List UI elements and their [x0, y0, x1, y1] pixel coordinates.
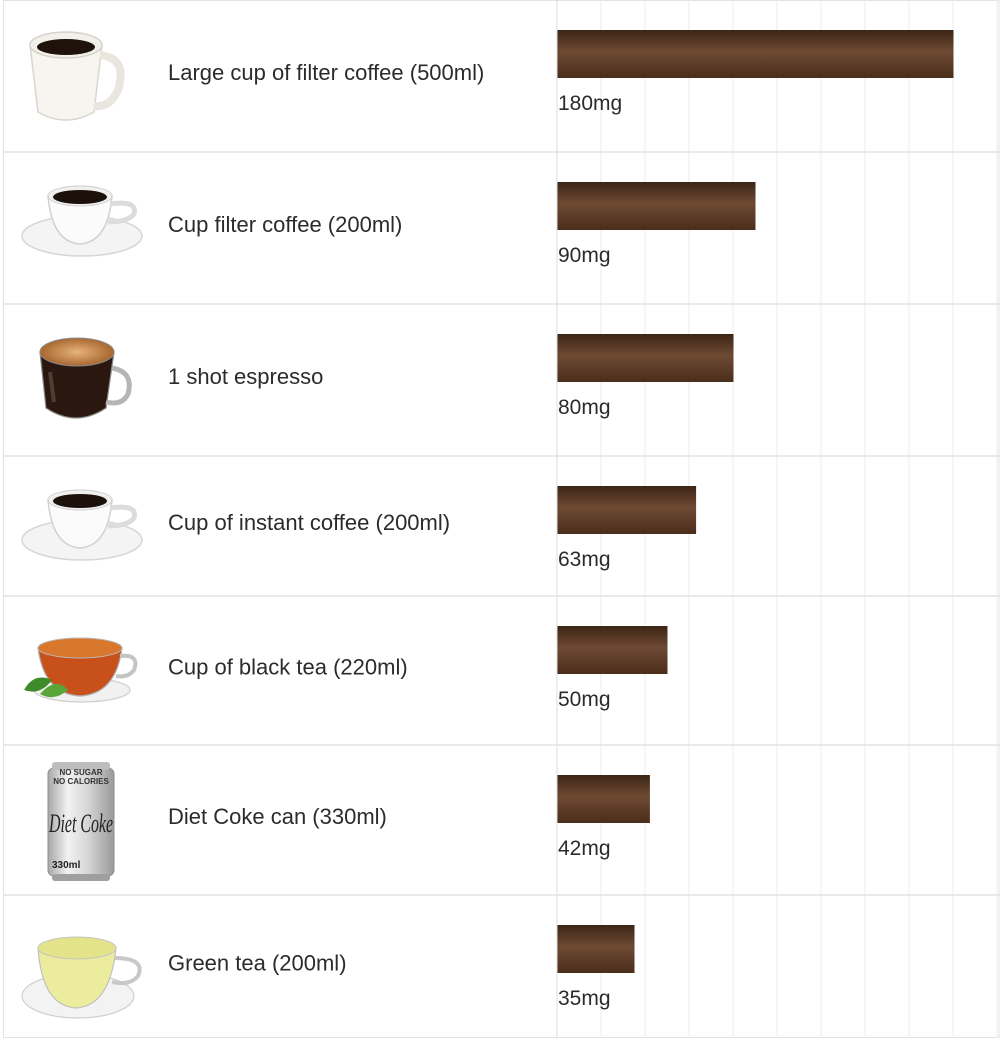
value-label: 42mg [558, 837, 611, 860]
row-label: Cup of black tea (220ml) [168, 655, 408, 680]
espresso-glass-icon [39, 337, 132, 419]
row-label: Cup of instant coffee (200ml) [168, 510, 450, 535]
value-label: 90mg [558, 244, 611, 267]
row-label: Diet Coke can (330ml) [168, 804, 387, 829]
large-mug-icon [29, 31, 125, 121]
value-label: 80mg [558, 396, 611, 419]
chart-row: Cup of instant coffee (200ml) 63mg [168, 486, 697, 571]
can-brand: Diet Coke [48, 809, 113, 838]
can-text-no-calories: NO CALORIES [53, 777, 109, 786]
value-label: 50mg [558, 688, 611, 711]
chart-row: 1 shot espresso 80mg [168, 334, 734, 419]
can-text-no-sugar: NO SUGAR [59, 768, 102, 777]
row-label: Large cup of filter coffee (500ml) [168, 60, 484, 85]
row-label: Green tea (200ml) [168, 951, 347, 976]
row-icons: NO SUGAR NO CALORIES Diet Coke 330ml [21, 31, 143, 1019]
instant-coffee-cup-icon [21, 489, 143, 561]
row-label: 1 shot espresso [168, 364, 323, 389]
can-volume: 330ml [52, 860, 81, 871]
value-label: 180mg [558, 92, 622, 115]
chart-row: Cup of black tea (220ml) 50mg [168, 626, 668, 711]
bar [557, 775, 650, 823]
bar [557, 30, 954, 78]
value-label: 63mg [558, 548, 611, 571]
chart-rows: Large cup of filter coffee (500ml) 180mg C… [168, 30, 954, 1010]
bar [557, 334, 734, 382]
bar [557, 925, 635, 973]
green-tea-cup-icon [21, 936, 142, 1019]
coffee-cup-icon [21, 185, 143, 257]
chart-row: Diet Coke can (330ml) 42mg [168, 775, 650, 860]
chart-frame [3, 0, 1000, 1038]
bar [557, 182, 756, 230]
bar [557, 626, 668, 674]
chart-row: Large cup of filter coffee (500ml) 180mg [168, 30, 954, 115]
bar [557, 486, 697, 534]
chart-row: Green tea (200ml) 35mg [168, 925, 635, 1010]
chart-row: Cup filter coffee (200ml) 90mg [168, 182, 756, 267]
chart-grid [3, 0, 1000, 1038]
diet-coke-can-icon: NO SUGAR NO CALORIES Diet Coke 330ml [47, 762, 115, 881]
value-label: 35mg [558, 987, 611, 1010]
row-label: Cup filter coffee (200ml) [168, 212, 402, 237]
black-tea-cup-icon [24, 637, 138, 703]
